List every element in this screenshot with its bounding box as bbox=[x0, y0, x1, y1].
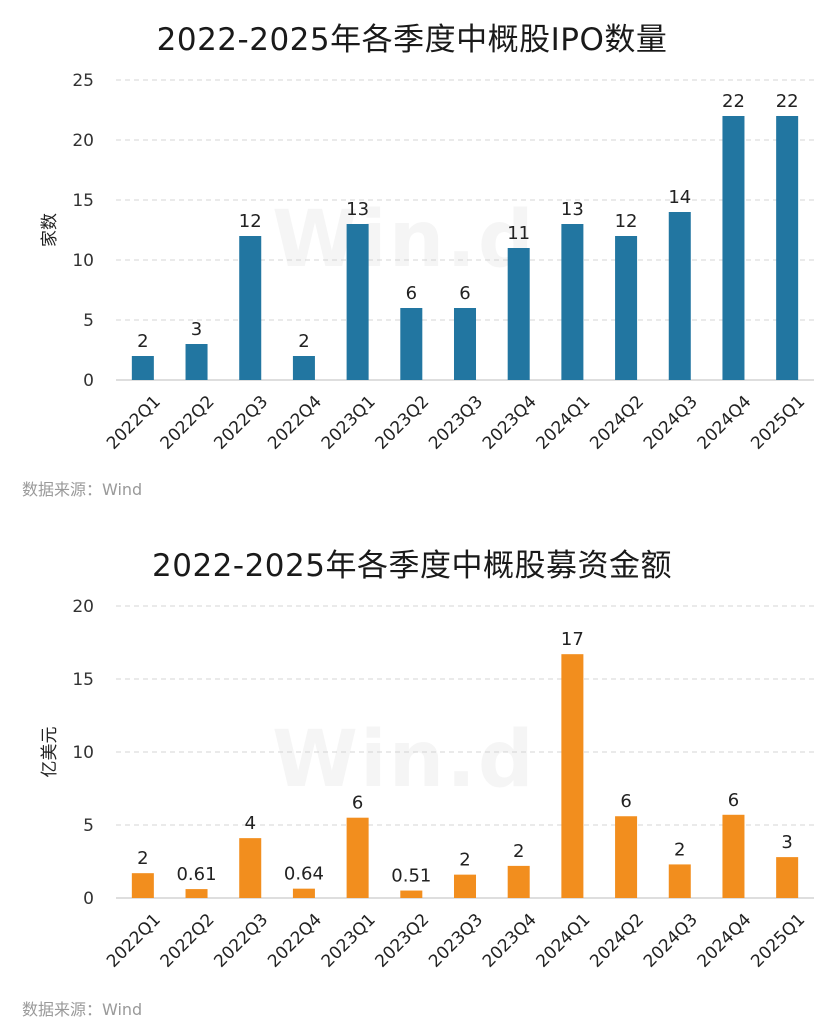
data-label: 2 bbox=[459, 850, 470, 871]
data-label: 2 bbox=[298, 331, 309, 352]
data-label: 12 bbox=[239, 211, 262, 232]
bar bbox=[131, 873, 154, 898]
data-label: 11 bbox=[507, 223, 530, 244]
bar bbox=[292, 356, 315, 380]
ipo-count-chart: 0 5 10 15 20 25 家数 2 2022Q1 3 2022Q2 12 2022Q3 2 2022Q… bbox=[40, 71, 814, 454]
data-label: 13 bbox=[561, 199, 584, 220]
data-label: 3 bbox=[191, 319, 202, 340]
y-tick-label: 5 bbox=[83, 816, 94, 836]
x-tick-label: 2024Q3 bbox=[640, 910, 702, 972]
x-tick-label: 2024Q4 bbox=[694, 910, 756, 972]
x-tick-label: 2023Q4 bbox=[479, 392, 541, 454]
x-tick-label: 2022Q4 bbox=[264, 910, 326, 972]
ipo-amount-chart-panel: Win.d 05101520亿美元22022Q10.612022Q242022Q… bbox=[0, 520, 824, 1034]
data-label: 0.51 bbox=[391, 866, 431, 887]
data-label: 22 bbox=[776, 91, 799, 112]
data-label: 0.61 bbox=[176, 864, 216, 885]
x-tick-label: 2022Q4 bbox=[264, 392, 326, 454]
x-tick-label: 2024Q2 bbox=[586, 910, 648, 972]
bar bbox=[722, 116, 745, 380]
data-label: 4 bbox=[245, 813, 256, 834]
data-label: 13 bbox=[346, 199, 369, 220]
bar bbox=[722, 814, 745, 898]
y-tick-label: 10 bbox=[72, 743, 94, 763]
bar bbox=[453, 308, 477, 380]
bar bbox=[400, 308, 423, 380]
x-tick-label: 2023Q2 bbox=[371, 392, 433, 454]
data-source-note: 数据来源：Wind bbox=[22, 1000, 143, 1019]
y-axis-label: 亿美元 bbox=[40, 727, 60, 778]
x-tick-label: 2022Q2 bbox=[157, 910, 219, 972]
ipo-amount-chart: 0 5 10 15 20 亿美元 2 2022Q1 0.61 2022Q2 4 2022Q3 0.64 2… bbox=[40, 597, 814, 972]
x-tick-label: 2022Q1 bbox=[103, 910, 165, 972]
data-label: 2 bbox=[137, 331, 148, 352]
x-tick-label: 2023Q1 bbox=[318, 392, 380, 454]
ipo-count-chart-panel: Win.d 0510152025家数22022Q132022Q2122022Q3… bbox=[0, 0, 824, 510]
data-label: 6 bbox=[459, 283, 470, 304]
data-label: 2 bbox=[674, 839, 685, 860]
data-label: 0.64 bbox=[284, 864, 324, 885]
data-label: 22 bbox=[722, 91, 745, 112]
bar bbox=[239, 236, 262, 380]
data-label: 6 bbox=[352, 793, 363, 814]
x-tick-label: 2024Q1 bbox=[533, 392, 595, 454]
chart-title: 2022-2025年各季度中概股募资金额 bbox=[152, 548, 672, 584]
x-tick-label: 2022Q2 bbox=[157, 392, 219, 454]
x-tick-label: 2023Q3 bbox=[425, 392, 487, 454]
bar bbox=[668, 212, 691, 380]
bar bbox=[185, 889, 208, 898]
x-tick-label: 2024Q4 bbox=[694, 392, 756, 454]
y-tick-label: 20 bbox=[72, 131, 94, 151]
chart-title: 2022-2025年各季度中概股IPO数量 bbox=[156, 22, 668, 58]
data-label: 2 bbox=[513, 841, 524, 862]
data-label: 6 bbox=[406, 283, 417, 304]
data-label: 2 bbox=[137, 848, 148, 869]
data-source-note: 数据来源：Wind bbox=[22, 480, 143, 499]
y-tick-label: 20 bbox=[72, 597, 94, 617]
bar bbox=[346, 817, 369, 898]
data-label: 17 bbox=[561, 629, 584, 650]
bar bbox=[239, 838, 262, 898]
y-tick-label: 5 bbox=[83, 311, 94, 331]
bar bbox=[400, 890, 423, 898]
x-tick-label: 2022Q1 bbox=[103, 392, 165, 454]
data-label: 3 bbox=[781, 832, 792, 853]
y-tick-label: 15 bbox=[72, 191, 94, 211]
bar bbox=[346, 224, 369, 380]
x-tick-label: 2023Q1 bbox=[318, 910, 380, 972]
bar bbox=[615, 816, 638, 898]
x-tick-label: 2025Q1 bbox=[747, 392, 809, 454]
bar bbox=[453, 874, 477, 898]
bar bbox=[561, 654, 584, 898]
bar bbox=[292, 888, 315, 898]
x-tick-label: 2024Q3 bbox=[640, 392, 702, 454]
bar bbox=[561, 224, 584, 380]
x-tick-label: 2023Q3 bbox=[425, 910, 487, 972]
bar bbox=[131, 356, 154, 380]
data-label: 14 bbox=[668, 187, 691, 208]
x-tick-label: 2024Q1 bbox=[533, 910, 595, 972]
x-tick-label: 2022Q3 bbox=[210, 392, 272, 454]
y-tick-label: 15 bbox=[72, 670, 94, 690]
x-tick-label: 2022Q3 bbox=[210, 910, 272, 972]
bar bbox=[507, 248, 530, 380]
bar bbox=[185, 344, 208, 380]
bar bbox=[776, 116, 799, 380]
data-label: 12 bbox=[615, 211, 638, 232]
bar bbox=[776, 857, 799, 898]
x-tick-label: 2023Q4 bbox=[479, 910, 541, 972]
data-label: 6 bbox=[620, 791, 631, 812]
y-axis-label: 家数 bbox=[40, 213, 60, 247]
data-label: 6 bbox=[728, 790, 739, 811]
y-tick-label: 0 bbox=[83, 889, 94, 909]
x-tick-label: 2023Q2 bbox=[371, 910, 433, 972]
x-tick-label: 2024Q2 bbox=[586, 392, 648, 454]
x-tick-label: 2025Q1 bbox=[747, 910, 809, 972]
y-tick-label: 10 bbox=[72, 251, 94, 271]
bar bbox=[615, 236, 638, 380]
y-tick-label: 25 bbox=[72, 71, 94, 91]
bar bbox=[507, 865, 530, 898]
y-tick-label: 0 bbox=[83, 371, 94, 391]
bar bbox=[668, 864, 691, 898]
